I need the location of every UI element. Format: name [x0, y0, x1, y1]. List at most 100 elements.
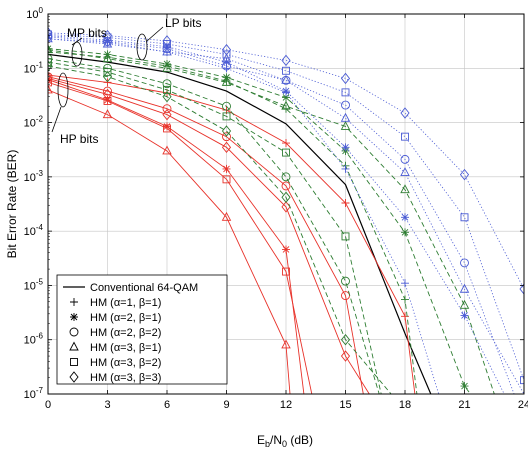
series-marker [401, 213, 409, 222]
series-line [48, 81, 313, 394]
series-marker [162, 108, 172, 121]
series-marker [222, 175, 231, 184]
series-hp-triangle [48, 84, 291, 394]
series-line [48, 65, 392, 394]
lp-ellipse [136, 33, 148, 61]
series-marker [340, 120, 351, 130]
series-marker [460, 311, 469, 320]
mp-annotation: MP bits [67, 26, 107, 67]
y-tick-label: 10-2 [24, 115, 44, 130]
series-marker [341, 88, 350, 97]
y-tick-label: 10-6 [24, 332, 44, 347]
y-tick-label: 10-4 [24, 223, 44, 238]
series-marker [102, 109, 113, 119]
series-marker [459, 299, 470, 309]
series-marker [163, 124, 171, 133]
series-marker [222, 101, 231, 111]
series-line [48, 34, 524, 381]
series-line [48, 79, 305, 394]
series-marker [48, 30, 52, 39]
series-marker [162, 104, 172, 114]
series-layer [48, 27, 524, 394]
legend-marker-triangle [69, 341, 79, 351]
series-marker [281, 74, 291, 84]
series-line [48, 49, 495, 394]
series-marker [340, 333, 351, 346]
series-marker [459, 283, 470, 293]
series-marker [48, 72, 53, 85]
series-lp-diamond [48, 27, 524, 295]
series-marker [163, 122, 171, 131]
series-marker [341, 143, 350, 152]
lp-annotation: LP bits [136, 16, 201, 61]
series-marker [102, 70, 113, 83]
series-marker [401, 295, 409, 304]
mp-leader [71, 37, 83, 46]
series-marker [282, 66, 290, 75]
series-marker [103, 97, 112, 105]
series-marker [401, 132, 409, 141]
legend-label: HM (α=3, β=1) [90, 342, 161, 354]
x-tick-label: 12 [280, 399, 292, 411]
series-marker [341, 100, 350, 110]
x-label-sub2: 0 [282, 439, 287, 449]
series-line [48, 77, 370, 394]
legend-label: HM (α=2, β=2) [90, 327, 161, 339]
y-axis-label: Bit Error Rate (BER) [5, 150, 19, 259]
x-label-mid: /N [270, 433, 282, 447]
series-marker [282, 148, 290, 157]
y-tick-label: 10-1 [24, 60, 44, 75]
series-marker [282, 139, 290, 148]
series-marker [282, 245, 290, 254]
series-conv-line [48, 53, 432, 394]
series-line [48, 74, 416, 394]
legend-label: HM (α=3, β=2) [90, 357, 161, 369]
y-tick-label: 100 [26, 6, 43, 21]
series-marker [221, 76, 232, 86]
series-marker [48, 84, 53, 94]
series-marker [460, 258, 469, 268]
series-marker [162, 79, 172, 89]
series-marker [48, 60, 53, 72]
series-marker [162, 62, 172, 72]
series-marker [282, 93, 290, 102]
series-marker [221, 141, 232, 154]
series-marker [162, 44, 172, 54]
series-line [48, 89, 291, 394]
lp-label: LP bits [165, 16, 201, 30]
series-marker [340, 72, 351, 85]
legend-marker-plus [70, 298, 78, 306]
x-tick-label: 0 [45, 399, 51, 411]
series-line [48, 51, 418, 394]
series-marker [103, 86, 112, 96]
series-line [48, 53, 432, 394]
y-tick-label: 10-5 [24, 277, 44, 292]
series-marker [48, 58, 52, 67]
legend-label: HM (α=1, β=1) [90, 297, 161, 309]
mp-ellipse [71, 41, 83, 67]
series-marker [282, 87, 290, 96]
x-axis-label: Eb/N0 (dB) [257, 433, 313, 449]
legend-label: HM (α=3, β=3) [90, 372, 161, 384]
series-marker [281, 172, 291, 182]
hp-leader [51, 106, 62, 133]
series-marker [400, 167, 410, 177]
x-tick-label: 15 [339, 399, 351, 411]
series-marker [281, 339, 291, 349]
series-hp-square [48, 78, 313, 394]
series-marker [162, 46, 172, 56]
x-label-sub1: b [265, 439, 270, 449]
series-mp-diamond [48, 60, 392, 394]
series-marker [222, 164, 231, 173]
series-marker [400, 154, 410, 164]
legend-label: Conventional 64-QAM [90, 282, 198, 294]
series-marker [400, 184, 410, 194]
series-marker [340, 112, 351, 122]
series-marker [162, 145, 172, 155]
legend-label: HM (α=2, β=1) [90, 312, 161, 324]
series-marker [221, 125, 232, 137]
axis-ticks: 0 3 6 9 12 15 18 21 24 100 10-1 10-2 10-3 10-4 10-5 10-… [24, 6, 528, 411]
series-marker [102, 53, 113, 63]
series-marker [341, 164, 350, 173]
